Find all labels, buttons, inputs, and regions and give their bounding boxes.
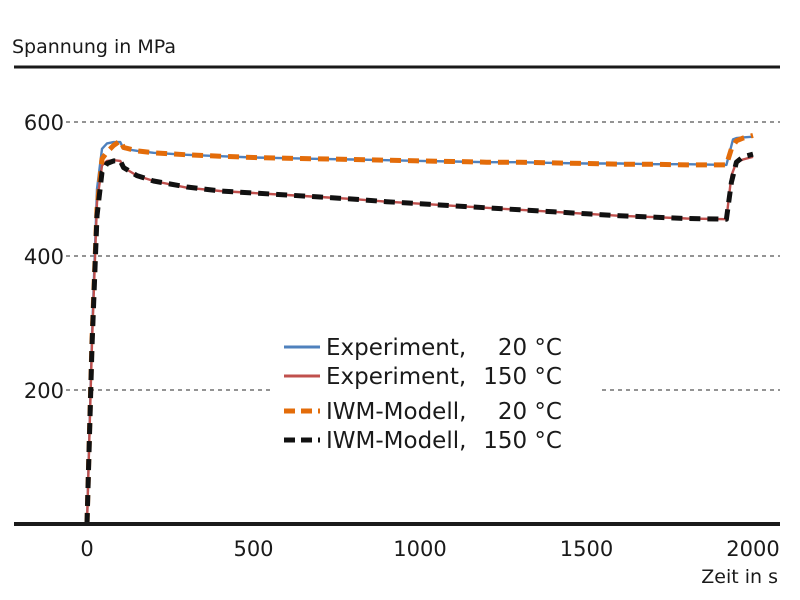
legend-label: Experiment, [326, 364, 466, 390]
y-tick-label: 200 [24, 379, 64, 403]
legend-temperature: 20 °C [498, 335, 562, 361]
series-line-4 [84, 151, 754, 525]
x-tick-label: 1500 [560, 537, 613, 561]
x-tick-labels: 0 500 1000 1500 2000 [80, 537, 779, 561]
x-tick-label: 500 [233, 537, 273, 561]
x-tick-label: 2000 [726, 537, 779, 561]
legend-label: IWM-Modell, [326, 399, 466, 425]
legend: Experiment, 20 °C Experiment, 150 °C IWM-Mod… [284, 335, 562, 454]
series-line-3 [84, 132, 754, 525]
x-tick-label: 1000 [393, 537, 446, 561]
legend-label: IWM-Modell, [326, 428, 466, 454]
x-axis-label: Zeit in s [701, 566, 778, 588]
grid [66, 121, 780, 391]
y-tick-label: 600 [24, 111, 64, 135]
y-tick-labels: 200 400 600 [24, 111, 64, 403]
legend-temperature: 20 °C [498, 399, 562, 425]
y-tick-label: 400 [24, 245, 64, 269]
legend-label: Experiment, [326, 335, 466, 361]
series-group [84, 132, 754, 525]
x-tick-label: 0 [80, 537, 93, 561]
legend-temperature: 150 °C [483, 364, 562, 390]
y-axis-label: Spannung in MPa [12, 36, 176, 58]
legend-background [270, 322, 600, 460]
legend-temperature: 150 °C [483, 428, 562, 454]
